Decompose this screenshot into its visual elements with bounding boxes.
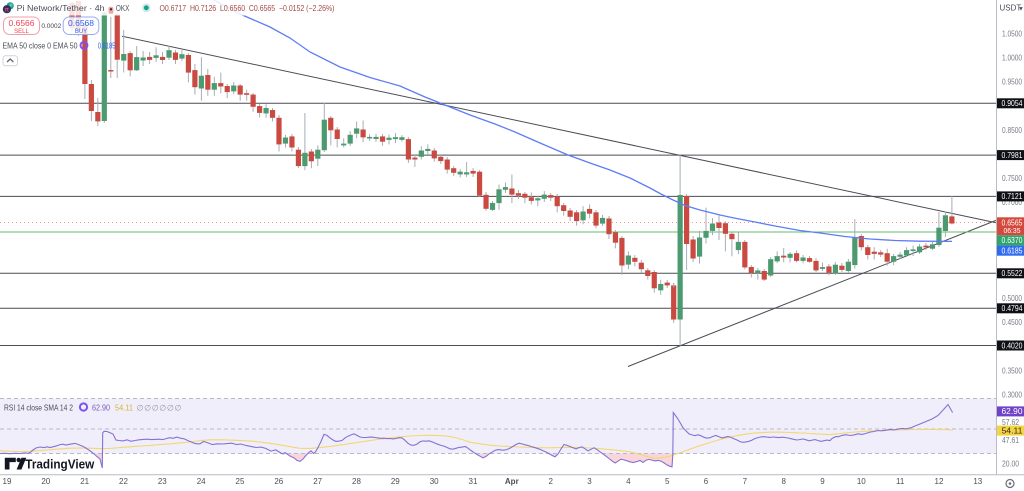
svg-text:6: 6 <box>704 477 709 486</box>
svg-text:0.3000: 0.3000 <box>1002 390 1022 399</box>
svg-text:0.9054: 0.9054 <box>1002 99 1023 108</box>
svg-text:0.4500: 0.4500 <box>1002 318 1022 327</box>
svg-text:∅: ∅ <box>175 404 182 413</box>
svg-text:7: 7 <box>743 477 748 486</box>
svg-text:▼: ▼ <box>1018 7 1024 13</box>
svg-text:22: 22 <box>119 477 128 486</box>
svg-text:1.0000: 1.0000 <box>1002 54 1022 63</box>
svg-text:EMA 50 close 0 EMA 50: EMA 50 close 0 EMA 50 <box>3 40 78 50</box>
svg-text:RSI 14 close SMA 14 2: RSI 14 close SMA 14 2 <box>4 402 73 412</box>
svg-text:0.8500: 0.8500 <box>1002 126 1022 135</box>
svg-text:25: 25 <box>236 477 245 486</box>
svg-text:∅: ∅ <box>152 404 159 413</box>
svg-text:24: 24 <box>197 477 206 486</box>
svg-text:10: 10 <box>857 477 866 486</box>
svg-text:0.6566: 0.6566 <box>9 18 35 28</box>
svg-text:19: 19 <box>3 477 12 486</box>
svg-text:0.5000: 0.5000 <box>1002 294 1022 303</box>
svg-text:5: 5 <box>665 477 670 486</box>
svg-text:SELL: SELL <box>14 29 29 35</box>
svg-text:54.11: 54.11 <box>1002 426 1024 435</box>
svg-text:12: 12 <box>935 477 944 486</box>
svg-text:62.90: 62.90 <box>1002 407 1024 416</box>
svg-text:11: 11 <box>896 477 905 486</box>
svg-text:Apr: Apr <box>505 477 519 486</box>
svg-text:∅: ∅ <box>159 404 166 413</box>
svg-text:20.00: 20.00 <box>1002 460 1019 469</box>
svg-text:0.6185: 0.6185 <box>98 40 116 50</box>
svg-text:0.6370: 0.6370 <box>1002 236 1023 245</box>
svg-text:23: 23 <box>158 477 167 486</box>
svg-text:29: 29 <box>391 477 400 486</box>
svg-text:57.62: 57.62 <box>1002 418 1019 427</box>
svg-text:31: 31 <box>469 477 478 486</box>
svg-text:13: 13 <box>973 477 982 486</box>
svg-text:27: 27 <box>313 477 322 486</box>
svg-text:47.61: 47.61 <box>1002 436 1019 445</box>
svg-text:0.7121: 0.7121 <box>1002 192 1023 201</box>
svg-text:8: 8 <box>781 477 786 486</box>
svg-text:9: 9 <box>820 477 825 486</box>
svg-text:0.6568: 0.6568 <box>68 18 94 28</box>
svg-text:0.0002: 0.0002 <box>41 23 61 30</box>
svg-text:TradingView: TradingView <box>25 457 94 471</box>
svg-text:USDT: USDT <box>1000 4 1022 13</box>
svg-text:0.5522: 0.5522 <box>1002 269 1023 278</box>
svg-text:0.7000: 0.7000 <box>1002 198 1022 207</box>
svg-text:4: 4 <box>626 477 631 486</box>
svg-text:0.7981: 0.7981 <box>1002 151 1023 160</box>
svg-text:0.3500: 0.3500 <box>1002 366 1022 375</box>
svg-text:0.4020: 0.4020 <box>1002 341 1023 350</box>
svg-text:21: 21 <box>80 477 89 486</box>
svg-text:BUY: BUY <box>75 29 87 35</box>
svg-text:O0.6717 H0.7126 L0.6560 C0.: O0.6717 H0.7126 L0.6560 C0.6565 −0.0152 … <box>160 4 335 13</box>
svg-text:Pi Network/Tether · 4h: Pi Network/Tether · 4h <box>17 4 105 13</box>
svg-text:28: 28 <box>352 477 361 486</box>
svg-text:OKX: OKX <box>116 4 130 13</box>
svg-text:0.6185: 0.6185 <box>1002 247 1023 256</box>
svg-text:26: 26 <box>274 477 283 486</box>
svg-text:∅: ∅ <box>137 404 144 413</box>
svg-text:06:35: 06:35 <box>1004 228 1021 235</box>
svg-text:3: 3 <box>587 477 592 486</box>
svg-text:1.0500: 1.0500 <box>1002 30 1022 39</box>
svg-text:0.7500: 0.7500 <box>1002 174 1022 183</box>
svg-text:∅: ∅ <box>144 404 151 413</box>
svg-text:0.6565: 0.6565 <box>1002 218 1023 227</box>
svg-text:2: 2 <box>548 477 553 486</box>
svg-text:30: 30 <box>430 477 439 486</box>
svg-text:∅: ∅ <box>167 404 174 413</box>
svg-text:0.9500: 0.9500 <box>1002 78 1022 87</box>
svg-text:π: π <box>5 7 10 14</box>
svg-text:62.90: 62.90 <box>92 402 110 412</box>
svg-text:20: 20 <box>41 477 50 486</box>
svg-text:0.4794: 0.4794 <box>1002 304 1023 313</box>
svg-text:54.11: 54.11 <box>115 402 133 412</box>
